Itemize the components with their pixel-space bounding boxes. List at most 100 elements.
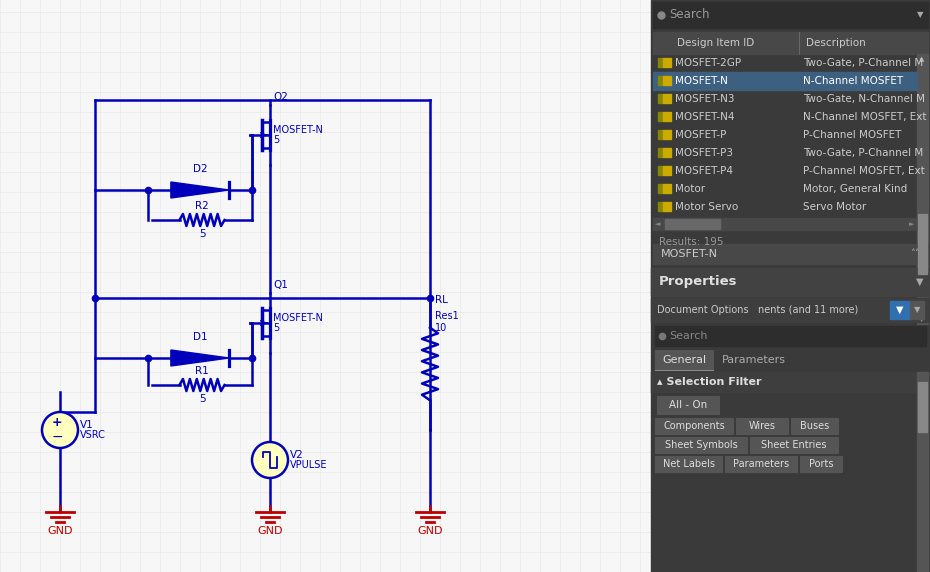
Bar [651, 0, 930, 572]
Bar [918, 214, 927, 274]
Bar [663, 184, 671, 193]
Text: Description: Description [806, 38, 866, 48]
Bar [736, 418, 788, 434]
Bar [663, 76, 671, 85]
Text: N-Channel MOSFET: N-Channel MOSFET [803, 76, 903, 86]
Bar [655, 326, 926, 346]
Text: Parameters: Parameters [733, 459, 789, 469]
Text: RL: RL [435, 295, 448, 305]
Bar [658, 202, 663, 211]
Bar [658, 184, 663, 193]
Text: MOSFET-N3: MOSFET-N3 [675, 94, 735, 104]
Bar [800, 456, 842, 472]
Text: MOSFET-P3: MOSFET-P3 [675, 148, 733, 158]
Text: +: + [52, 416, 62, 430]
Bar [663, 148, 671, 157]
Text: Motor Servo: Motor Servo [675, 202, 738, 212]
Text: GND: GND [418, 526, 443, 536]
Text: ►: ► [910, 221, 915, 227]
Text: Search: Search [669, 331, 708, 341]
Bar [750, 437, 838, 453]
Text: MOSFET-2GP: MOSFET-2GP [675, 58, 741, 68]
Text: MOSFET-N: MOSFET-N [661, 249, 718, 259]
Bar [663, 130, 671, 139]
Text: D2: D2 [193, 164, 207, 174]
Text: ▼: ▼ [897, 305, 904, 315]
Text: Q1: Q1 [273, 280, 288, 290]
Bar [655, 418, 733, 434]
Bar [890, 301, 910, 319]
Text: All - On: All - On [669, 400, 707, 410]
Text: Parameters: Parameters [722, 355, 786, 365]
Text: GND: GND [47, 526, 73, 536]
Bar [918, 382, 927, 432]
Bar [663, 58, 671, 67]
Bar [655, 437, 747, 453]
Text: Q2: Q2 [273, 92, 288, 102]
Bar [658, 76, 663, 85]
Text: ◄: ◄ [656, 221, 660, 227]
Bar [658, 148, 663, 157]
Bar [663, 112, 671, 121]
Bar [651, 372, 917, 392]
Text: V1: V1 [80, 420, 94, 430]
Text: Motor, General Kind: Motor, General Kind [803, 184, 908, 194]
Text: 5: 5 [273, 323, 279, 333]
Text: Net Labels: Net Labels [662, 459, 714, 469]
Bar [653, 32, 928, 54]
Text: Two-Gate, N-Channel M: Two-Gate, N-Channel M [803, 94, 925, 104]
Text: GND: GND [258, 526, 283, 536]
Bar [715, 350, 793, 370]
Bar [663, 94, 671, 103]
Bar [917, 372, 928, 572]
Text: ▼: ▼ [916, 277, 923, 287]
Bar [663, 166, 671, 175]
Text: R1: R1 [195, 366, 209, 376]
Bar [658, 94, 663, 103]
Bar [725, 456, 797, 472]
Text: VSRC: VSRC [80, 430, 106, 440]
Text: Design Item ID: Design Item ID [677, 38, 754, 48]
Text: Sheet Entries: Sheet Entries [762, 440, 827, 450]
Circle shape [42, 412, 78, 448]
Text: Ports: Ports [809, 459, 833, 469]
Text: General: General [662, 355, 706, 365]
Text: Res1: Res1 [435, 311, 458, 321]
Bar [0, 0, 651, 572]
Text: MOSFET-N: MOSFET-N [675, 76, 728, 86]
Text: MOSFET-N: MOSFET-N [273, 313, 323, 323]
Bar [653, 72, 917, 90]
Text: Document Options   nents (and 11 more): Document Options nents (and 11 more) [657, 305, 858, 315]
Text: ˄˄: ˄˄ [910, 249, 920, 259]
Text: −: − [51, 430, 63, 444]
Bar [663, 202, 671, 211]
Bar [658, 166, 663, 175]
Bar [910, 301, 924, 319]
Bar [655, 456, 722, 472]
Text: R2: R2 [195, 201, 209, 211]
Text: Wires: Wires [749, 421, 776, 431]
Bar [658, 130, 663, 139]
Polygon shape [171, 350, 229, 366]
Text: Two-Gate, P-Channel M: Two-Gate, P-Channel M [803, 58, 923, 68]
Bar [665, 219, 720, 229]
Text: ▼: ▼ [917, 10, 923, 19]
Text: ▲: ▲ [920, 56, 924, 62]
Text: ▼: ▼ [920, 316, 924, 322]
Bar [658, 112, 663, 121]
Text: MOSFET-P: MOSFET-P [675, 130, 726, 140]
Bar [657, 396, 719, 414]
Text: Properties: Properties [659, 276, 737, 288]
Text: P-Channel MOSFET: P-Channel MOSFET [803, 130, 901, 140]
Bar [651, 268, 930, 296]
Text: Results: 195: Results: 195 [659, 237, 724, 247]
Bar [651, 298, 930, 322]
Circle shape [252, 442, 288, 478]
Bar [655, 350, 713, 370]
Bar [917, 54, 928, 324]
Text: Servo Motor: Servo Motor [803, 202, 866, 212]
Text: V2: V2 [290, 450, 304, 460]
Text: 5: 5 [199, 394, 206, 404]
Text: D1: D1 [193, 332, 207, 342]
Text: Two-Gate, P-Channel M: Two-Gate, P-Channel M [803, 148, 923, 158]
